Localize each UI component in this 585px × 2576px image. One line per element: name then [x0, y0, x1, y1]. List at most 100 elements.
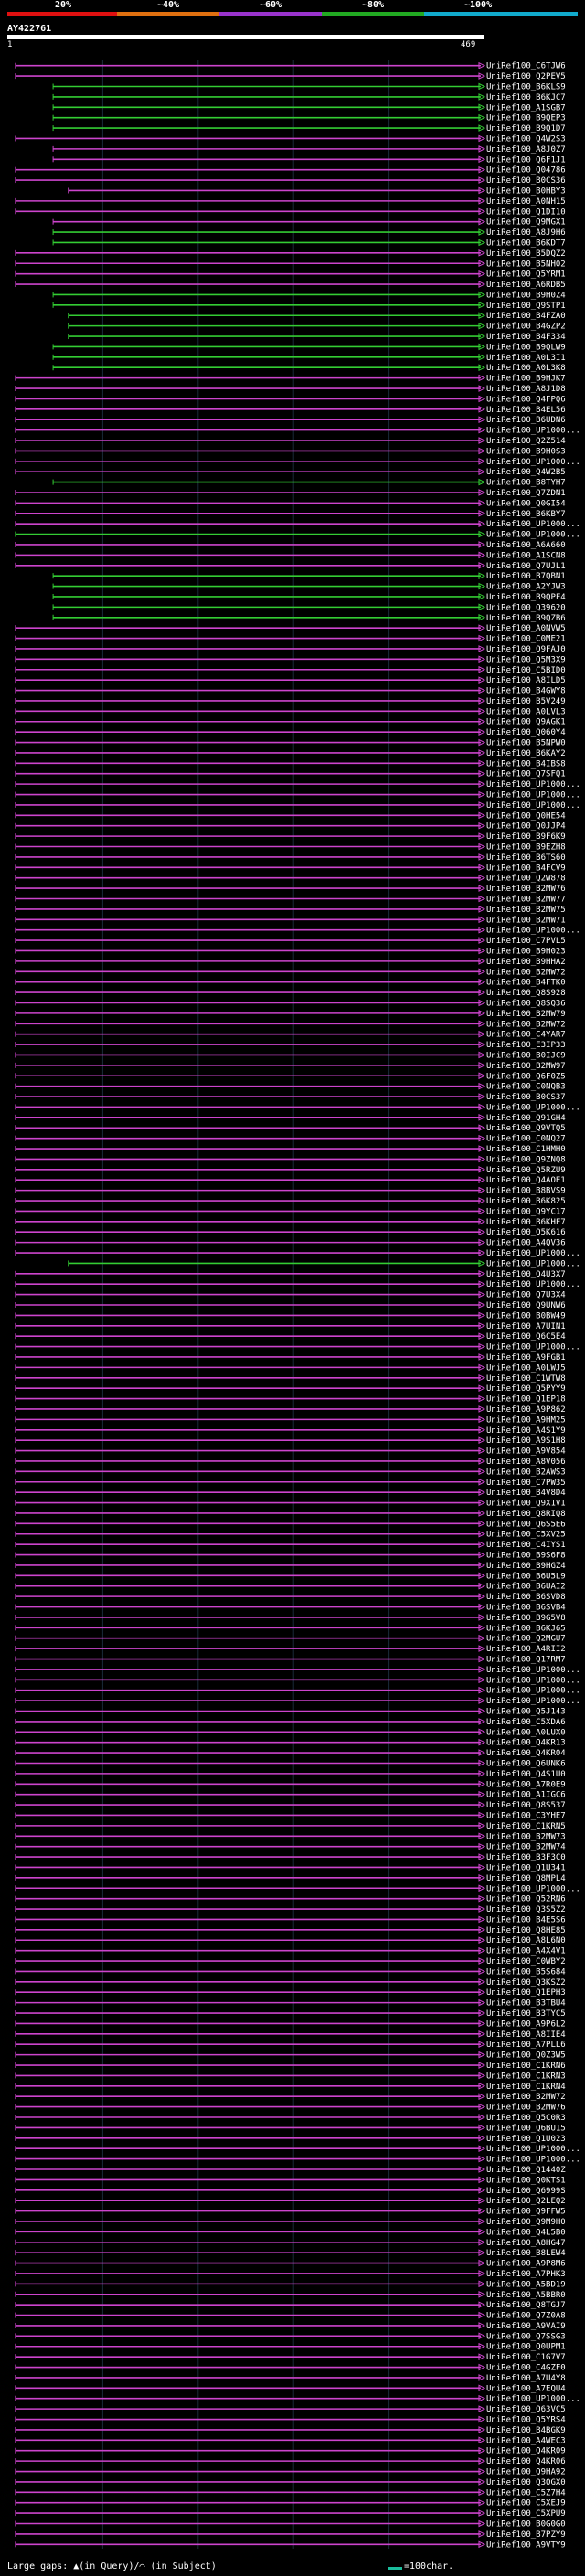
- hit-label[interactable]: UniRef100_A6A660: [486, 541, 566, 550]
- hit-label[interactable]: UniRef100_Q9FAJ0: [486, 645, 566, 654]
- hit-label[interactable]: UniRef100_A9S1H8: [486, 1436, 566, 1446]
- hit-label[interactable]: UniRef100_UP1000...: [486, 1103, 580, 1112]
- hit-label[interactable]: UniRef100_Q9YC17: [486, 1207, 566, 1216]
- hit-label[interactable]: UniRef100_UP1000...: [486, 2395, 580, 2404]
- hit-label[interactable]: UniRef100_Q8TGJ7: [486, 2301, 566, 2310]
- hit-label[interactable]: UniRef100_Q0HE54: [486, 811, 566, 821]
- hit-label[interactable]: UniRef100_B2AWS3: [486, 1468, 566, 1477]
- hit-label[interactable]: UniRef100_UP1000...: [486, 1280, 580, 1289]
- hit-label[interactable]: UniRef100_A9FGB1: [486, 1353, 566, 1362]
- hit-label[interactable]: UniRef100_Q4KR04: [486, 1749, 566, 1758]
- hit-label[interactable]: UniRef100_B2MW76: [486, 2104, 566, 2113]
- hit-label[interactable]: UniRef100_Q5M3X9: [486, 655, 566, 664]
- hit-label[interactable]: UniRef100_A7U4Y8: [486, 2374, 566, 2383]
- hit-label[interactable]: UniRef100_A8HG47: [486, 2239, 566, 2248]
- hit-label[interactable]: UniRef100_UP1000...: [486, 1676, 580, 1685]
- hit-label[interactable]: UniRef100_Q1EPH3: [486, 1988, 566, 1998]
- hit-label[interactable]: UniRef100_UP1000...: [486, 1687, 580, 1696]
- hit-label[interactable]: UniRef100_UP1000...: [486, 1249, 580, 1258]
- hit-label[interactable]: UniRef100_A0L3K8: [486, 364, 566, 373]
- hit-label[interactable]: UniRef100_B5NPW0: [486, 739, 566, 748]
- hit-label[interactable]: UniRef100_A4S1Y9: [486, 1426, 566, 1436]
- hit-label[interactable]: UniRef100_B9QLW9: [486, 343, 566, 352]
- hit-label[interactable]: UniRef100_A0LWJ5: [486, 1363, 566, 1373]
- hit-label[interactable]: UniRef100_Q9HA92: [486, 2468, 566, 2477]
- hit-label[interactable]: UniRef100_Q4KR13: [486, 1739, 566, 1748]
- hit-label[interactable]: UniRef100_C4GZF0: [486, 2364, 566, 2373]
- hit-label[interactable]: UniRef100_A4QV36: [486, 1239, 566, 1248]
- hit-label[interactable]: UniRef100_A9VTY9: [486, 2540, 566, 2549]
- hit-label[interactable]: UniRef100_Q2MGU7: [486, 1635, 566, 1644]
- hit-label[interactable]: UniRef100_C1KRN3: [486, 2072, 566, 2081]
- hit-label[interactable]: UniRef100_E3IP33: [486, 1041, 566, 1050]
- hit-label[interactable]: UniRef100_UP1000...: [486, 927, 580, 936]
- hit-label[interactable]: UniRef100_Q8S928: [486, 989, 566, 998]
- hit-label[interactable]: UniRef100_B8TYH7: [486, 479, 566, 488]
- hit-label[interactable]: UniRef100_A0NVW5: [486, 624, 566, 633]
- hit-label[interactable]: UniRef100_Q5YRS4: [486, 2416, 566, 2425]
- hit-label[interactable]: UniRef100_B4F334: [486, 333, 566, 342]
- hit-label[interactable]: UniRef100_B7PZY9: [486, 2530, 566, 2539]
- hit-label[interactable]: UniRef100_B0CS36: [486, 176, 566, 186]
- hit-label[interactable]: UniRef100_Q39620: [486, 603, 566, 612]
- hit-label[interactable]: UniRef100_B8BVS9: [486, 1187, 566, 1196]
- hit-label[interactable]: UniRef100_Q9M9H0: [486, 2218, 566, 2227]
- hit-label[interactable]: UniRef100_B2MW72: [486, 968, 566, 977]
- hit-label[interactable]: UniRef100_B4FZA0: [486, 312, 566, 321]
- hit-label[interactable]: UniRef100_A2YJW3: [486, 583, 566, 592]
- hit-label[interactable]: UniRef100_B9F6K9: [486, 832, 566, 842]
- hit-label[interactable]: UniRef100_A9P6L2: [486, 2019, 566, 2029]
- hit-label[interactable]: UniRef100_UP1000...: [486, 791, 580, 800]
- hit-label[interactable]: UniRef100_Q2PEV5: [486, 72, 566, 81]
- hit-label[interactable]: UniRef100_B9H0S3: [486, 447, 566, 456]
- hit-label[interactable]: UniRef100_Q8MPL4: [486, 1874, 566, 1883]
- hit-label[interactable]: UniRef100_A9VAI9: [486, 2322, 566, 2331]
- hit-label[interactable]: UniRef100_UP1000...: [486, 2156, 580, 2165]
- hit-label[interactable]: UniRef100_B2MW76: [486, 885, 566, 894]
- hit-label[interactable]: UniRef100_B4E5S6: [486, 1915, 566, 1924]
- hit-label[interactable]: UniRef100_B5DQZ2: [486, 249, 566, 259]
- hit-label[interactable]: UniRef100_A0LVL3: [486, 707, 566, 716]
- hit-label[interactable]: UniRef100_A8J1D8: [486, 385, 566, 394]
- hit-label[interactable]: UniRef100_UP1000...: [486, 780, 580, 790]
- hit-label[interactable]: UniRef100_C6TJW6: [486, 62, 566, 71]
- hit-label[interactable]: UniRef100_B6KAY2: [486, 749, 566, 758]
- hit-label[interactable]: UniRef100_B9QPF4: [486, 593, 566, 602]
- hit-label[interactable]: UniRef100_B3TBU4: [486, 1999, 566, 2009]
- hit-label[interactable]: UniRef100_A1IGC6: [486, 1791, 566, 1800]
- hit-label[interactable]: UniRef100_UP1000...: [486, 1697, 580, 1706]
- hit-label[interactable]: UniRef100_B9HJK7: [486, 375, 566, 384]
- hit-label[interactable]: UniRef100_B4GWY8: [486, 687, 566, 696]
- hit-label[interactable]: UniRef100_Q9FFW5: [486, 2208, 566, 2217]
- hit-label[interactable]: UniRef100_A7PLL6: [486, 2041, 566, 2050]
- hit-label[interactable]: UniRef100_B9HHA2: [486, 958, 566, 967]
- hit-label[interactable]: UniRef100_B9HGZ4: [486, 1562, 566, 1571]
- hit-label[interactable]: UniRef100_Q7ZDN1: [486, 489, 566, 498]
- hit-label[interactable]: UniRef100_Q9STP1: [486, 302, 566, 311]
- hit-label[interactable]: UniRef100_B6SVD8: [486, 1593, 566, 1602]
- hit-label[interactable]: UniRef100_C0ME21: [486, 635, 566, 644]
- hit-label[interactable]: UniRef100_A9HM25: [486, 1415, 566, 1425]
- hit-label[interactable]: UniRef100_Q8S537: [486, 1801, 566, 1810]
- hit-label[interactable]: UniRef100_Q2W878: [486, 875, 566, 884]
- hit-label[interactable]: UniRef100_A1SCN8: [486, 551, 566, 560]
- hit-label[interactable]: UniRef100_B2MW72: [486, 2093, 566, 2102]
- hit-label[interactable]: UniRef100_Q9ZNQ8: [486, 1155, 566, 1164]
- hit-label[interactable]: UniRef100_Q6F1J1: [486, 155, 566, 164]
- hit-label[interactable]: UniRef100_A1SGB7: [486, 103, 566, 112]
- hit-label[interactable]: UniRef100_C0NQB3: [486, 1083, 566, 1092]
- hit-label[interactable]: UniRef100_C3YHE7: [486, 1811, 566, 1820]
- hit-label[interactable]: UniRef100_C5XEJ9: [486, 2499, 566, 2508]
- hit-label[interactable]: UniRef100_B0G0G0: [486, 2520, 566, 2529]
- hit-label[interactable]: UniRef100_Q4W2B5: [486, 468, 566, 477]
- hit-label[interactable]: UniRef100_B6K825: [486, 1197, 566, 1206]
- hit-label[interactable]: UniRef100_Q5RZU9: [486, 1166, 566, 1175]
- hit-label[interactable]: UniRef100_B0BW49: [486, 1311, 566, 1320]
- hit-label[interactable]: UniRef100_Q1EP18: [486, 1395, 566, 1405]
- hit-label[interactable]: UniRef100_B2MW74: [486, 1843, 566, 1852]
- hit-label[interactable]: UniRef100_B4FTK0: [486, 979, 566, 988]
- hit-label[interactable]: UniRef100_B5NH02: [486, 260, 566, 269]
- hit-label[interactable]: UniRef100_B2MW79: [486, 1010, 566, 1019]
- hit-label[interactable]: UniRef100_B9S6F8: [486, 1552, 566, 1561]
- hit-label[interactable]: UniRef100_Q060Y4: [486, 728, 566, 737]
